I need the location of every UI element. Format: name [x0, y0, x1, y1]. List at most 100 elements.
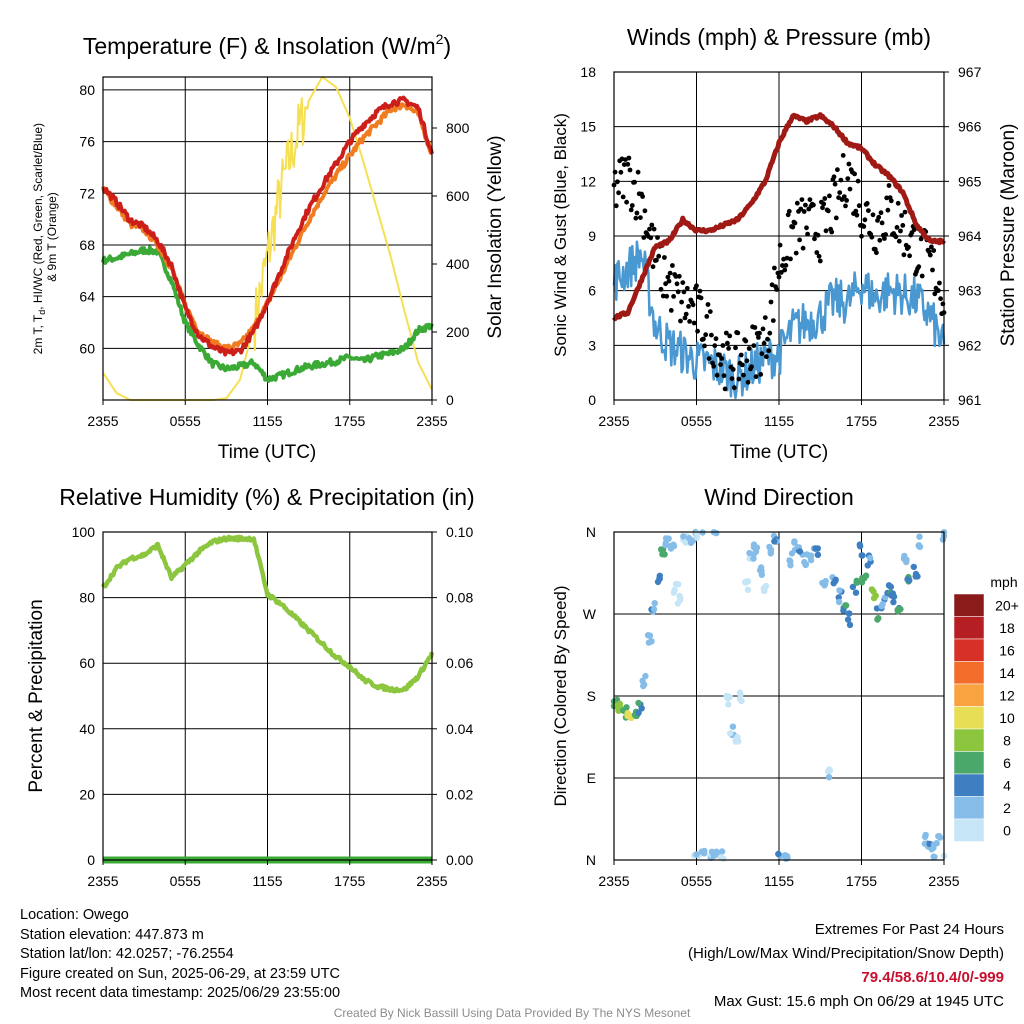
gust-point: [906, 244, 911, 250]
station-info: Location: Owego Station elevation: 447.8…: [20, 906, 340, 1004]
colorbar-label: 10: [999, 710, 1015, 726]
colorbar-swatch: [953, 616, 985, 640]
gust-point: [759, 351, 765, 357]
gust-point: [656, 253, 662, 259]
gust-point: [727, 333, 733, 339]
direction-point: [662, 541, 669, 549]
gust-point: [665, 274, 671, 280]
gust-point: [807, 197, 813, 203]
direction-point: [875, 615, 882, 622]
gust-point: [838, 177, 844, 183]
gust-point: [767, 330, 773, 336]
direction-point: [651, 600, 658, 607]
gust-point: [846, 161, 852, 167]
gust-point: [613, 203, 619, 209]
gust-point: [752, 325, 758, 330]
colorbar-swatch: [953, 593, 985, 617]
direction-point: [842, 602, 849, 609]
gust-point: [698, 295, 704, 301]
gust-point: [649, 222, 655, 228]
gust-point: [713, 336, 719, 342]
colorbar-label: 20+: [995, 597, 1019, 613]
gust-point: [774, 287, 780, 292]
y2-tick-label: 0.10: [446, 524, 473, 540]
gust-point: [714, 372, 720, 378]
gust-point: [829, 229, 835, 235]
gust-point: [931, 248, 937, 253]
direction-point: [746, 549, 753, 557]
gust-point: [679, 299, 684, 305]
gust-point: [695, 328, 700, 334]
pressure-series-line: [611, 112, 947, 322]
gust-point: [885, 207, 891, 213]
gust-point: [790, 224, 796, 230]
gust-point: [654, 257, 659, 263]
y-tick-label: 3: [588, 337, 596, 353]
direction-point: [835, 598, 843, 606]
gust-point: [680, 280, 686, 285]
direction-point: [742, 578, 749, 586]
gust-point: [641, 235, 647, 240]
gust-point: [744, 358, 750, 364]
gust-point: [628, 207, 634, 213]
x-tick-label: 1155: [764, 413, 794, 429]
gust-point: [674, 281, 680, 287]
gust-point: [782, 267, 788, 273]
direction-point: [836, 587, 843, 594]
speed-colorbar: mph 20+ 18 16 14 12 10 8 6 4 2 0: [953, 574, 1019, 842]
gust-point: [837, 190, 843, 196]
gust-point: [815, 232, 821, 238]
gust-point: [667, 270, 673, 276]
direction-point: [675, 581, 682, 588]
gust-point: [769, 282, 775, 288]
direction-point: [936, 834, 944, 841]
gust-point: [856, 203, 862, 209]
colorbar-label: 4: [1003, 777, 1011, 793]
gust-point: [812, 236, 817, 242]
gust-point: [626, 155, 632, 161]
y-tick-label: 0: [87, 852, 95, 868]
gust-point: [765, 336, 770, 342]
direction-point: [812, 545, 819, 552]
x-tick-label: 1755: [846, 413, 877, 429]
direction-point: [775, 850, 782, 858]
gust-point: [845, 176, 851, 182]
gust-point: [635, 169, 641, 175]
y2-tick-label: 967: [958, 64, 982, 80]
direction-point: [915, 542, 922, 549]
gust-point: [684, 285, 690, 291]
gust-point: [666, 278, 672, 284]
colorbar-swatch: [953, 683, 985, 707]
gust-point: [753, 374, 759, 379]
gust-point: [671, 294, 676, 299]
gust-point: [853, 208, 859, 214]
y-tick-label: 40: [79, 721, 95, 737]
gust-point: [883, 232, 888, 237]
gust-point: [743, 338, 749, 344]
gust-point: [650, 264, 656, 270]
gust-point: [896, 238, 902, 244]
x-tick-label: 2355: [598, 873, 629, 889]
x-tick-label: 2355: [87, 873, 118, 889]
direction-point: [858, 579, 866, 586]
y2-tick-label: 965: [958, 173, 982, 189]
direction-point: [910, 563, 917, 571]
gust-point: [739, 362, 745, 368]
colorbar-title: mph: [990, 574, 1017, 590]
gust-point: [730, 367, 736, 372]
gust-point: [792, 220, 798, 226]
gust-point: [898, 228, 903, 234]
gust-point: [687, 319, 692, 324]
gust-point: [797, 237, 802, 243]
t2m-series-line: [101, 95, 434, 357]
gust-point: [879, 220, 885, 226]
gust-point: [911, 227, 917, 233]
credit-line: Created By Nick Bassill Using Data Provi…: [333, 1006, 691, 1020]
x-tick-label: 0555: [170, 873, 201, 889]
direction-point: [787, 557, 794, 565]
gust-point: [930, 267, 935, 273]
direction-point: [885, 582, 893, 589]
direction-point: [901, 552, 908, 560]
gust-point: [760, 326, 766, 332]
colorbar-swatch: [953, 706, 985, 730]
